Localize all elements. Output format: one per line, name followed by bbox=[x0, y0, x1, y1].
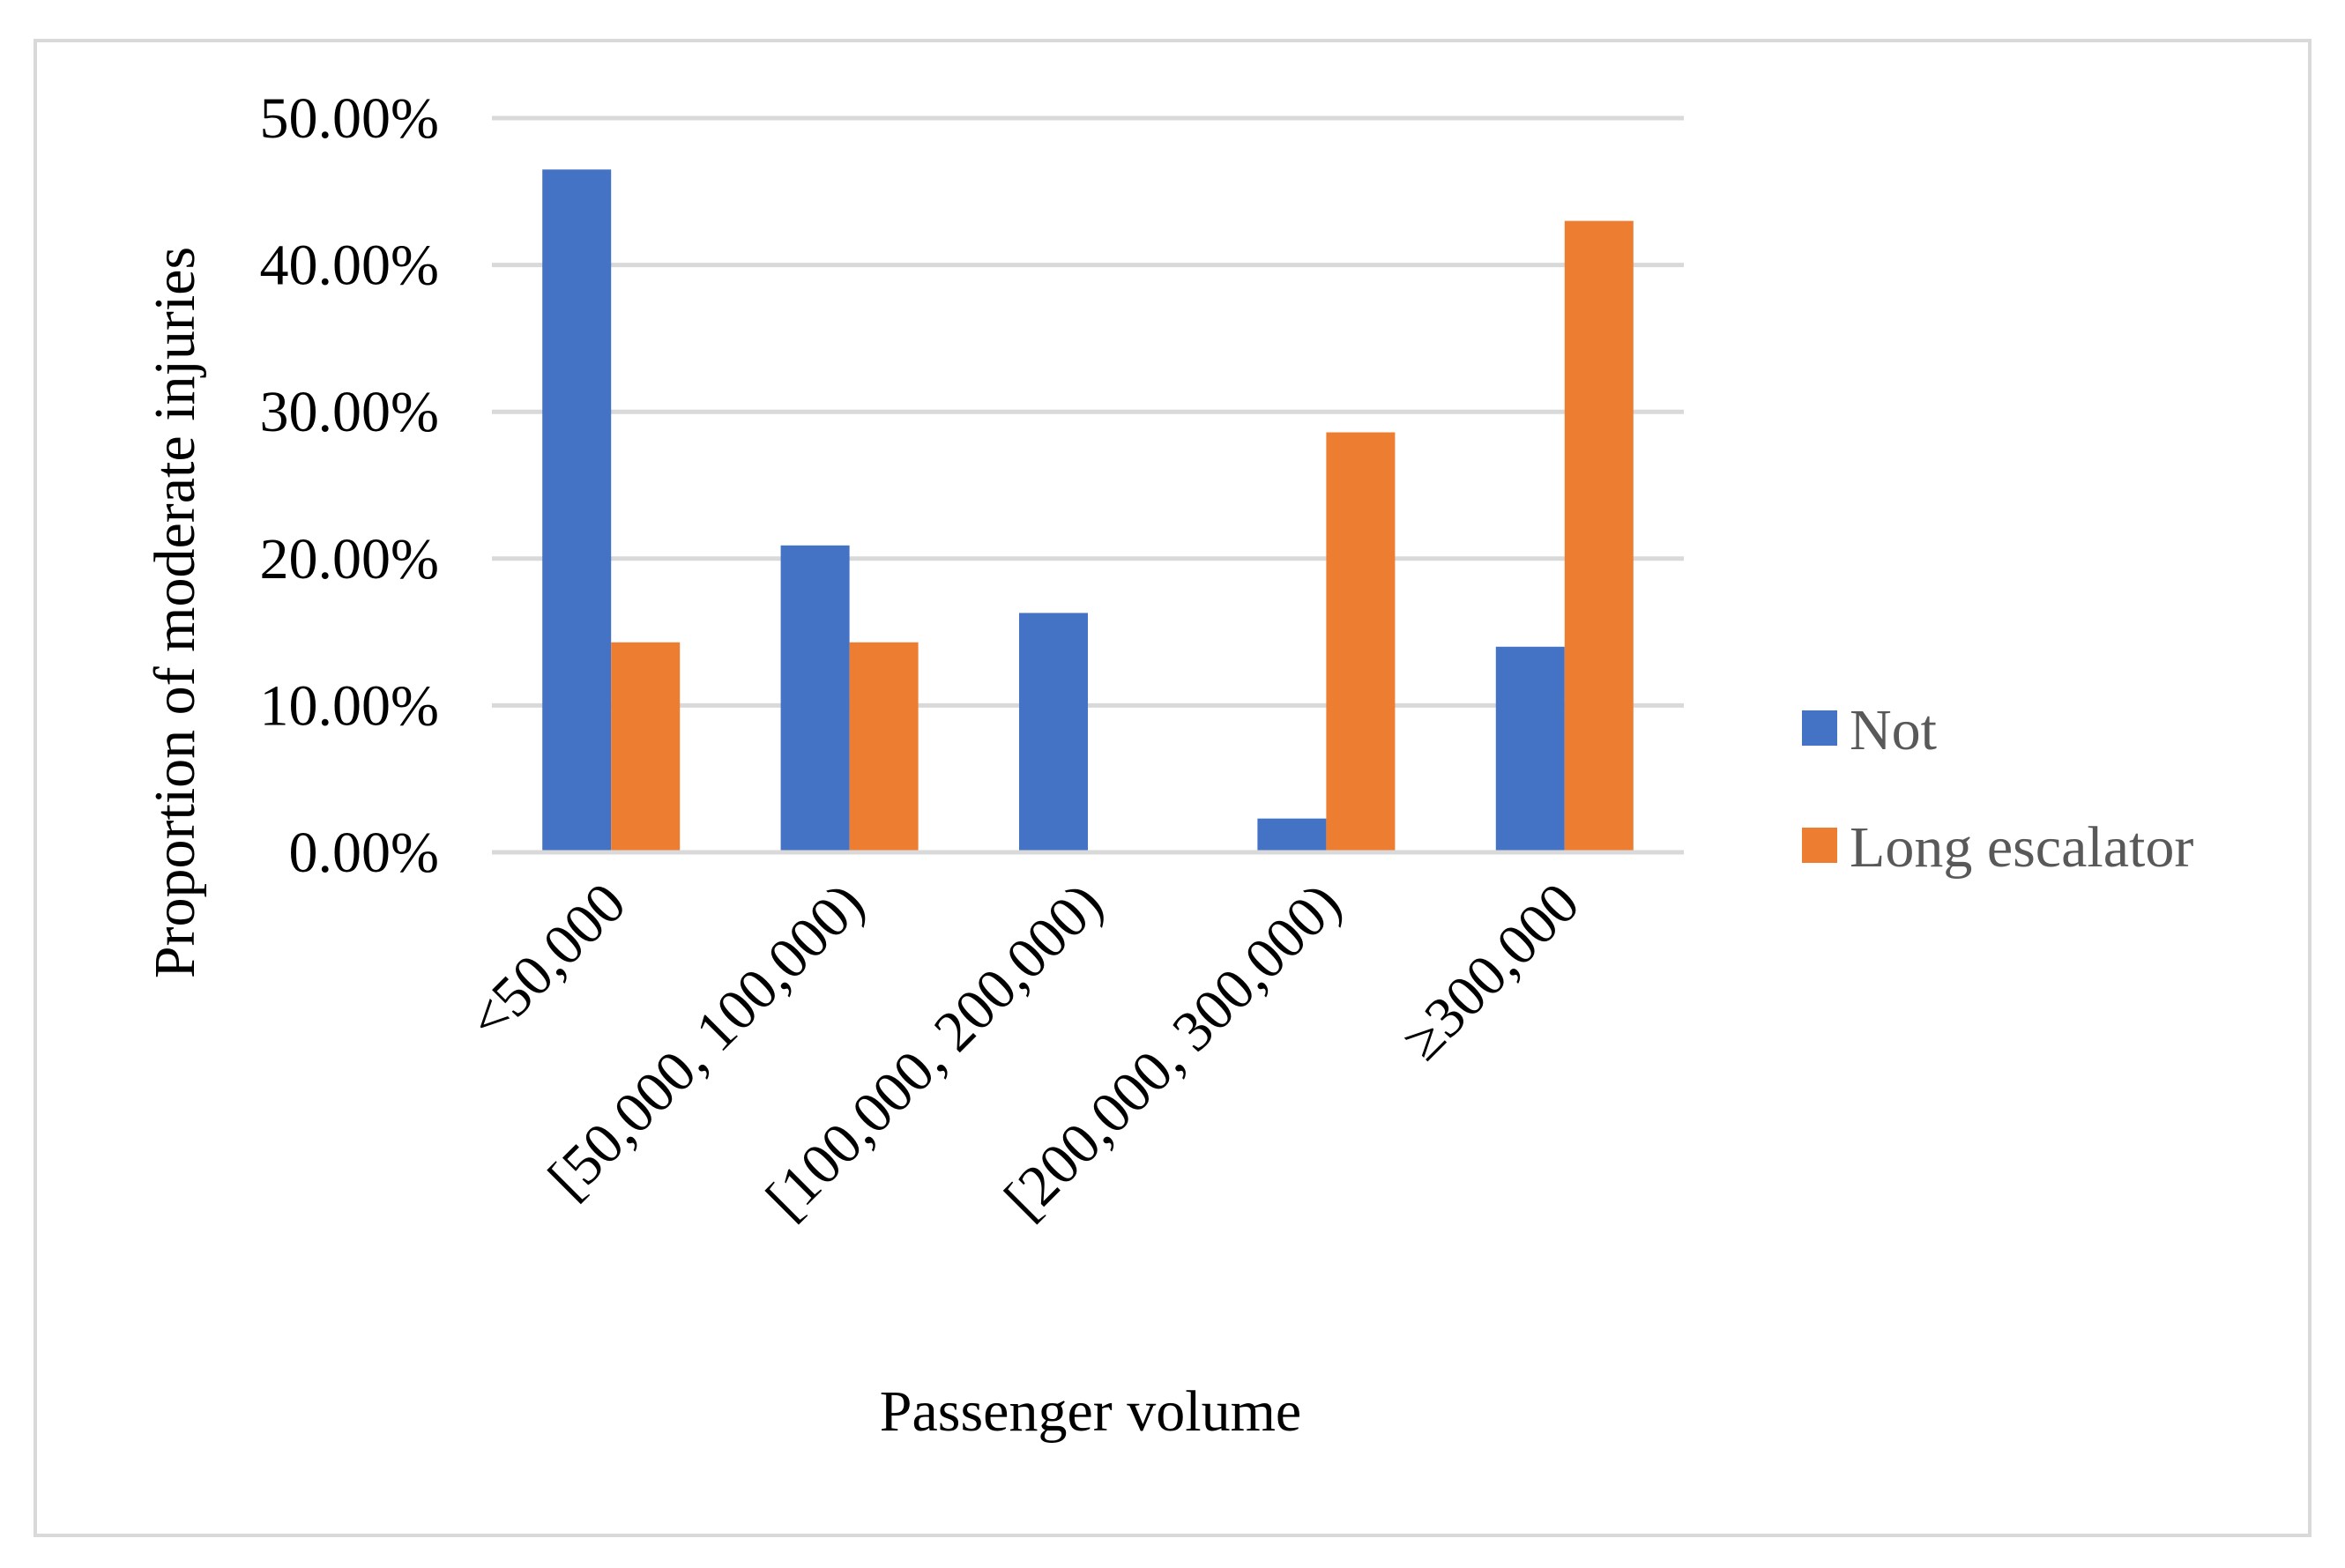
x-tick-labels: <50,000[50,000, 100,000)[100,000, 200,00… bbox=[457, 871, 1592, 1231]
y-tick-label: 0.00% bbox=[289, 821, 439, 885]
bar-long-escalator bbox=[611, 642, 681, 852]
bar-not bbox=[1019, 613, 1088, 852]
bar-not bbox=[542, 169, 612, 852]
y-tick-label: 40.00% bbox=[260, 234, 439, 298]
bar-not bbox=[780, 545, 850, 852]
bar-not bbox=[1495, 646, 1565, 852]
bar-long-escalator bbox=[1564, 220, 1634, 852]
legend-label-long-escalator: Long escalator bbox=[1850, 815, 2193, 880]
y-tick-label: 20.00% bbox=[260, 527, 439, 591]
bar-long-escalator bbox=[849, 642, 919, 852]
legend-swatch-not bbox=[1802, 710, 1837, 746]
x-axis-title: Passenger volume bbox=[880, 1379, 1301, 1444]
y-tick-label: 30.00% bbox=[260, 380, 439, 444]
y-tick-label: 50.00% bbox=[260, 86, 439, 151]
legend-swatch-long-escalator bbox=[1802, 828, 1837, 863]
legend: Not Long escalator bbox=[1802, 698, 2193, 880]
x-tick-label: <50,000 bbox=[457, 871, 638, 1052]
y-tick-labels: 0.00% 10.00% 20.00% 30.00% 40.00% 50.00% bbox=[260, 86, 439, 885]
bars bbox=[492, 169, 1684, 855]
y-tick-label: 10.00% bbox=[260, 673, 439, 738]
x-tick-label: ≥300,000 bbox=[1389, 871, 1591, 1073]
legend-label-not: Not bbox=[1850, 698, 1937, 762]
y-axis-title: Proportion of moderate injuries bbox=[143, 247, 207, 978]
bar-long-escalator bbox=[1326, 432, 1396, 852]
bar-not bbox=[1257, 818, 1327, 852]
chart-frame bbox=[34, 39, 2312, 1537]
